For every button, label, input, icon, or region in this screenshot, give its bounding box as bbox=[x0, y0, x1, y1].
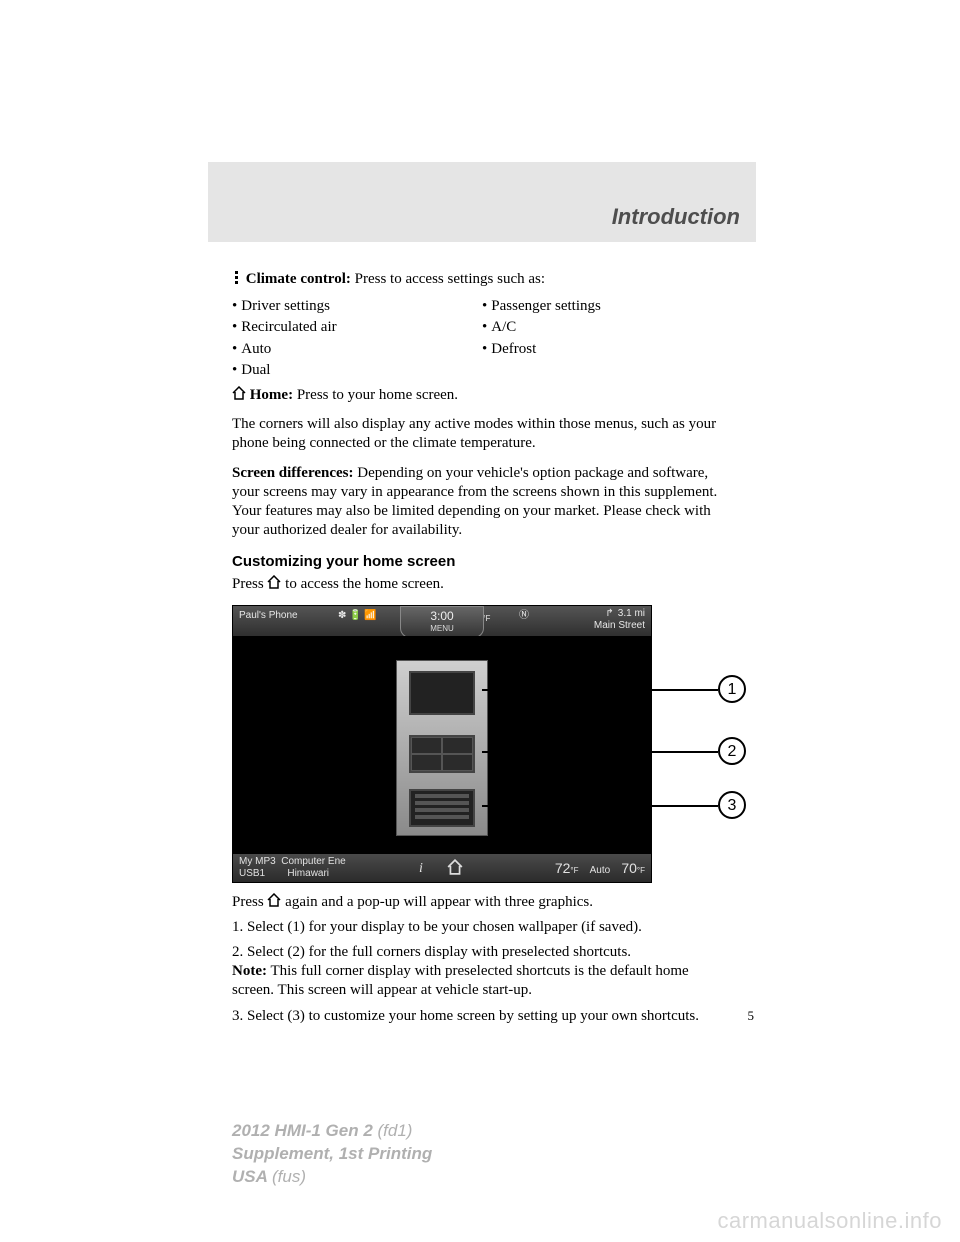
note-text: This full corner display with preselecte… bbox=[232, 963, 689, 998]
bullet-left: Driver settings bbox=[232, 297, 482, 316]
watermark: carmanualsonline.info bbox=[717, 1208, 942, 1234]
press-after: to access the home screen. bbox=[285, 576, 444, 592]
home-icon bbox=[267, 575, 281, 589]
option-slot-2 bbox=[409, 735, 475, 773]
customize-heading: Customizing your home screen bbox=[232, 552, 732, 571]
bullet-right: Passenger settings bbox=[482, 297, 732, 316]
bullet-right: Defrost bbox=[482, 340, 732, 359]
callout-1: 1 bbox=[718, 675, 746, 703]
note-label: Note: bbox=[232, 963, 267, 979]
home-icon bbox=[232, 386, 246, 400]
screen-body bbox=[233, 636, 651, 854]
options-pillar bbox=[396, 660, 488, 836]
home-line: Home: Press to your home screen. bbox=[232, 386, 732, 405]
callout-3: 3 bbox=[718, 791, 746, 819]
press-home-line: Press to access the home screen. bbox=[232, 575, 732, 594]
page-number: 5 bbox=[748, 1008, 755, 1024]
home-text: Press to your home screen. bbox=[293, 387, 458, 403]
leader-3 bbox=[482, 805, 718, 807]
screen-bottom-bar: My MP3 Computer Ene USB1 Himawari i 72°F… bbox=[233, 854, 651, 882]
bullet-right: A/C bbox=[482, 318, 732, 337]
climate-right: 72°F Auto 70°F bbox=[555, 860, 645, 878]
callout-2: 2 bbox=[718, 737, 746, 765]
clock: 3:00 bbox=[401, 609, 483, 624]
home-label: Home: bbox=[250, 387, 293, 403]
step-2: 2. Select (2) for the full corners displ… bbox=[232, 943, 732, 962]
nav-info: ↱3.1 mi Main Street bbox=[594, 608, 645, 634]
step-3: 3. Select (3) to customize your home scr… bbox=[232, 1007, 732, 1026]
content: Climate control: Press to access setting… bbox=[232, 270, 732, 1026]
option-slot-3 bbox=[409, 789, 475, 827]
page: Introduction Climate control: Press to a… bbox=[0, 0, 960, 1242]
bullet-row: Driver settings Passenger settings bbox=[232, 297, 732, 316]
press-again-before: Press bbox=[232, 894, 267, 910]
home-nav-icon bbox=[447, 859, 463, 880]
bullet-row: Auto Defrost bbox=[232, 340, 732, 359]
status-icons: ✽ 🔋 📶 bbox=[338, 610, 377, 623]
home-icon bbox=[267, 893, 281, 907]
press-again-after: again and a pop-up will appear with thre… bbox=[285, 894, 593, 910]
leader-1 bbox=[482, 689, 718, 691]
climate-label: Climate control: bbox=[246, 271, 351, 287]
phone-name: Paul's Phone bbox=[239, 610, 298, 623]
leader-2 bbox=[482, 751, 718, 753]
note: Note: This full corner display with pres… bbox=[232, 962, 732, 1000]
footer-line-3: USA (fus) bbox=[232, 1166, 432, 1189]
footer-line-1: 2012 HMI-1 Gen 2 (fd1) bbox=[232, 1120, 432, 1143]
compass-icon: Ⓝ bbox=[519, 610, 529, 623]
option-slot-1 bbox=[409, 671, 475, 715]
bullet-left: Recirculated air bbox=[232, 318, 482, 337]
menu-label: MENU bbox=[401, 624, 483, 634]
device-screen: Paul's Phone ✽ 🔋 📶 80°F ↱3.1 mi Main Str… bbox=[232, 605, 652, 883]
corners-para: The corners will also display any active… bbox=[232, 415, 732, 453]
step-1: 1. Select (1) for your display to be you… bbox=[232, 918, 732, 937]
footer: 2012 HMI-1 Gen 2 (fd1) Supplement, 1st P… bbox=[232, 1120, 432, 1189]
bullet-row: Dual bbox=[232, 361, 732, 380]
bullet-row: Recirculated air A/C bbox=[232, 318, 732, 337]
press-again-line: Press again and a pop-up will appear wit… bbox=[232, 893, 732, 912]
menu-tab: 3:00 MENU bbox=[400, 606, 484, 638]
bullet-left: Dual bbox=[232, 361, 482, 380]
info-icon: i bbox=[419, 860, 423, 878]
press-before: Press bbox=[232, 576, 267, 592]
climate-intro: Climate control: Press to access setting… bbox=[232, 270, 732, 291]
section-title: Introduction bbox=[612, 204, 740, 230]
screen-diff-label: Screen differences: bbox=[232, 465, 354, 481]
climate-icon bbox=[232, 271, 242, 291]
header-bar: Introduction bbox=[208, 162, 756, 242]
bullet-left: Auto bbox=[232, 340, 482, 359]
climate-text: Press to access settings such as: bbox=[351, 271, 545, 287]
media-left: My MP3 Computer Ene USB1 Himawari bbox=[239, 856, 346, 882]
footer-line-2: Supplement, 1st Printing bbox=[232, 1143, 432, 1166]
screen-diff: Screen differences: Depending on your ve… bbox=[232, 464, 732, 541]
screenshot-figure: Paul's Phone ✽ 🔋 📶 80°F ↱3.1 mi Main Str… bbox=[232, 605, 758, 883]
